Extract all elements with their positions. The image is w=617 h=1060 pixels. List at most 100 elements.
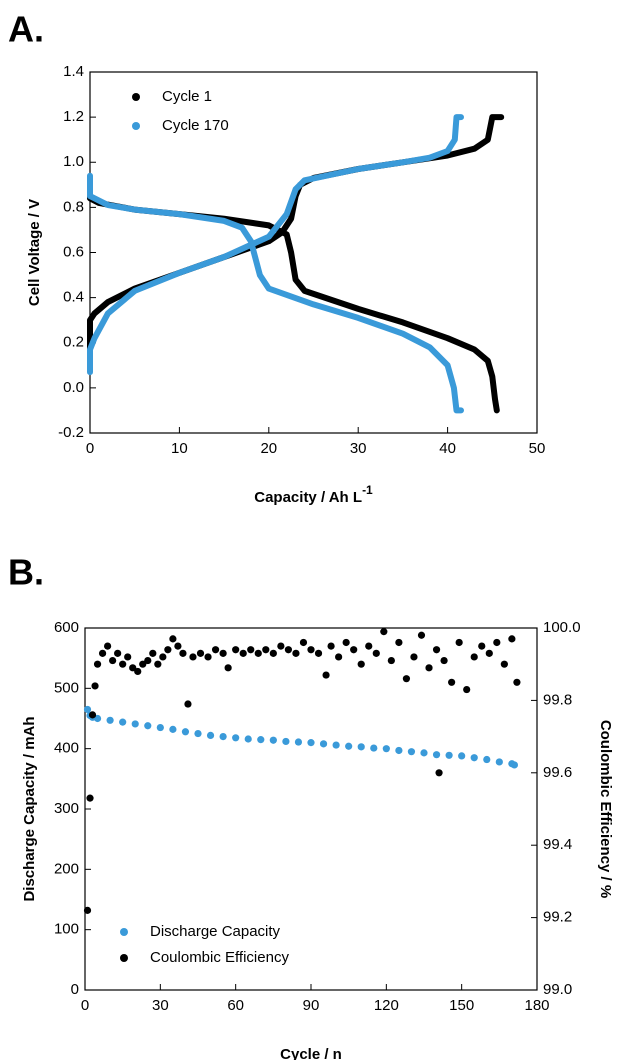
data-point [83,705,92,714]
data-point [169,725,177,733]
data-point [134,667,142,676]
data-point [204,653,212,661]
x-tick-label: 30 [152,997,169,1014]
data-point [370,744,378,752]
legend-marker [132,93,140,101]
data-point [284,646,292,654]
data-point [211,646,220,654]
data-point [144,656,152,665]
data-point [470,754,478,762]
panel-title: B. [8,552,44,593]
data-point [257,736,265,744]
data-point [129,664,137,672]
y-tick-label: 0.6 [63,243,84,260]
y2-tick-label: 100.0 [543,619,581,636]
data-point [425,664,433,672]
data-point [206,731,215,739]
data-point [350,646,358,654]
x-tick-label: 60 [227,997,244,1014]
panel-title: A. [8,9,44,50]
y-tick-label: 1.4 [63,63,84,80]
y-tick-label: 0.8 [63,198,84,215]
data-point [239,649,247,657]
data-point [219,733,227,741]
legend-marker [132,122,140,130]
data-point [332,741,340,749]
data-point [224,664,232,672]
data-point [196,649,205,657]
x-tick-label: 0 [81,997,89,1014]
data-point [247,646,255,654]
data-point [232,646,240,654]
x-axis-label-sup: -1 [362,483,373,497]
x-axis-label-text: Capacity / Ah L [254,489,362,506]
x-tick-label: 120 [374,997,399,1014]
data-point [470,653,478,661]
x-axis-label: Cycle / n [280,1046,342,1060]
y-axis-label: Cell Voltage / V [26,199,43,306]
data-point [372,649,380,657]
y2-tick-label: 99.6 [543,764,572,781]
data-point [109,656,117,665]
data-point [345,742,353,750]
y-tick-label: 300 [54,800,79,817]
data-point [307,646,315,654]
x-tick-label: 180 [524,997,549,1014]
data-point [181,728,190,736]
y2-tick-label: 99.2 [543,909,572,926]
data-point [294,738,303,746]
data-point [463,685,471,694]
data-point [395,746,403,755]
data-point [194,729,202,738]
data-point [219,649,227,657]
x-tick-label: 0 [86,440,94,457]
data-point [254,649,262,657]
data-point [189,653,197,661]
legend-marker [120,954,128,962]
data-point [156,723,164,732]
data-point [282,737,290,746]
data-point [432,646,441,654]
data-point [445,751,453,759]
data-point [478,642,486,650]
data-point [307,739,315,747]
x-tick-label: 10 [171,440,188,457]
y-tick-label: 100 [54,921,79,938]
data-point [104,642,112,650]
data-line [87,114,505,414]
data-point [410,653,418,661]
y-tick-label: 1.2 [63,108,84,125]
data-point [357,660,365,668]
y-tick-label: 600 [54,619,79,636]
data-point [357,743,365,751]
data-point [485,649,493,657]
data-point [500,660,508,668]
y2-tick-label: 99.8 [543,691,572,708]
x-tick-label: 90 [303,997,320,1014]
data-point [395,638,403,647]
data-point [124,653,132,661]
y-tick-label: 200 [54,860,79,877]
y-tick-label: 1.0 [63,153,84,170]
y-tick-label: 0 [71,981,79,998]
legend-label: Cycle 170 [162,117,229,134]
data-point [380,628,388,636]
data-point [174,642,182,650]
data-point [88,711,97,719]
data-point [495,758,503,766]
y2-tick-label: 99.4 [543,836,572,853]
data-point [91,682,99,690]
data-point [114,649,122,657]
data-point [139,660,147,668]
data-point [144,722,152,730]
x-tick-label: 150 [449,997,474,1014]
y-tick-label: 0.0 [63,379,84,396]
y-tick-label: 400 [54,740,79,757]
data-point [179,649,187,657]
data-point [402,675,411,683]
data-point [262,646,270,654]
legend-label: Discharge Capacity [150,923,281,940]
data-line [87,114,464,414]
